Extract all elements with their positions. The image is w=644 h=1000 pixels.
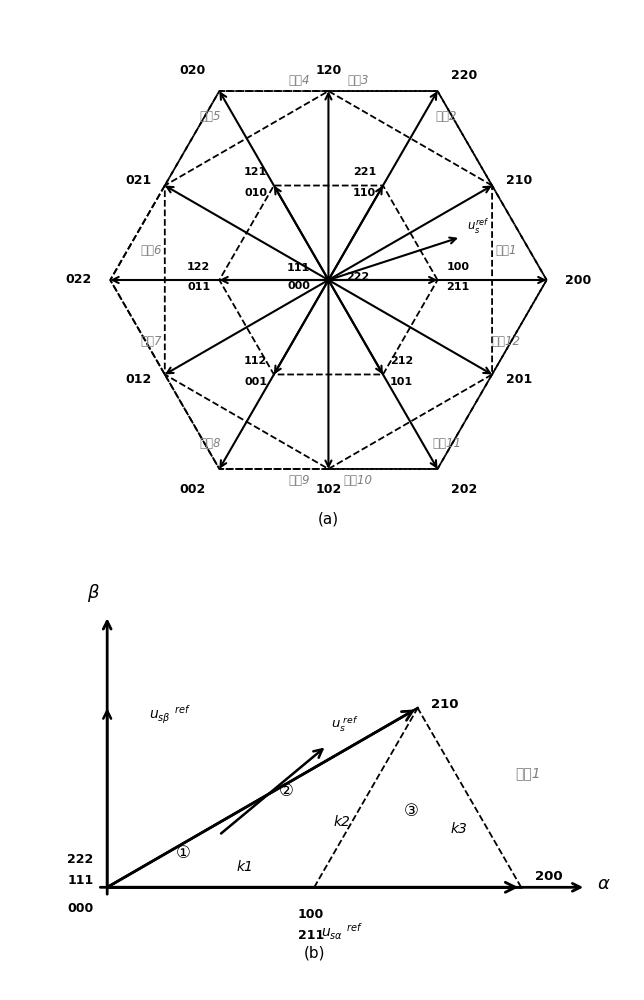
Text: $\alpha$: $\alpha$ xyxy=(597,875,611,893)
Text: k2: k2 xyxy=(334,815,350,829)
Text: 扇区6: 扇区6 xyxy=(140,244,162,257)
Text: 211: 211 xyxy=(447,282,470,292)
Text: ②: ② xyxy=(279,782,294,800)
Text: 扇区10: 扇区10 xyxy=(343,474,372,487)
Text: 扇区5: 扇区5 xyxy=(200,110,221,123)
Text: $u_s^{ref}$: $u_s^{ref}$ xyxy=(467,216,489,236)
Text: 扇区3: 扇区3 xyxy=(347,74,369,87)
Text: 222: 222 xyxy=(346,272,370,282)
Text: $u_{s\alpha}\ ^{ref}$: $u_{s\alpha}\ ^{ref}$ xyxy=(321,922,363,942)
Text: 扇区8: 扇区8 xyxy=(200,437,221,450)
Text: 扇区1: 扇区1 xyxy=(515,766,541,780)
Text: 222: 222 xyxy=(67,853,93,866)
Text: (a): (a) xyxy=(318,511,339,526)
Text: 扇区2: 扇区2 xyxy=(436,110,457,123)
Text: 022: 022 xyxy=(66,273,92,286)
Text: $u_{s\beta}\ ^{ref}$: $u_{s\beta}\ ^{ref}$ xyxy=(149,704,191,726)
Text: 210: 210 xyxy=(431,698,459,711)
Text: 200: 200 xyxy=(565,273,591,286)
Text: $\beta$: $\beta$ xyxy=(87,582,100,604)
Text: (b): (b) xyxy=(303,945,325,960)
Text: 002: 002 xyxy=(180,483,205,496)
Text: 011: 011 xyxy=(187,282,210,292)
Text: 扇区12: 扇区12 xyxy=(491,335,520,348)
Text: 000: 000 xyxy=(67,902,93,914)
Text: 121: 121 xyxy=(244,167,267,177)
Text: 扇区9: 扇区9 xyxy=(288,474,310,487)
Text: 111: 111 xyxy=(67,874,93,887)
Text: 100: 100 xyxy=(298,908,324,921)
Text: 112: 112 xyxy=(244,356,267,366)
Text: ①: ① xyxy=(176,844,191,862)
Text: ③: ③ xyxy=(403,802,418,820)
Text: $u_s^{\ ref}$: $u_s^{\ ref}$ xyxy=(332,714,359,734)
Text: 110: 110 xyxy=(353,188,376,198)
Text: 020: 020 xyxy=(180,64,205,77)
Text: 扇区1: 扇区1 xyxy=(495,244,516,257)
Text: 212: 212 xyxy=(390,356,413,366)
Text: 210: 210 xyxy=(506,174,532,187)
Text: 101: 101 xyxy=(390,377,413,387)
Text: 122: 122 xyxy=(187,262,210,272)
Text: 扇区7: 扇区7 xyxy=(140,335,162,348)
Text: 102: 102 xyxy=(316,483,341,496)
Text: 100: 100 xyxy=(447,262,469,272)
Text: 012: 012 xyxy=(125,373,151,386)
Text: 扇区11: 扇区11 xyxy=(432,437,461,450)
Text: 220: 220 xyxy=(451,69,477,82)
Text: 211: 211 xyxy=(298,929,324,942)
Text: 202: 202 xyxy=(451,483,477,496)
Text: 扇区4: 扇区4 xyxy=(288,74,310,87)
Text: 111: 111 xyxy=(287,263,310,273)
Text: 120: 120 xyxy=(316,64,341,77)
Text: 021: 021 xyxy=(125,174,151,187)
Text: 000: 000 xyxy=(287,281,310,291)
Text: 201: 201 xyxy=(506,373,532,386)
Text: 001: 001 xyxy=(244,377,267,387)
Text: k1: k1 xyxy=(237,860,254,874)
Text: 200: 200 xyxy=(535,870,563,883)
Text: 010: 010 xyxy=(244,188,267,198)
Text: k3: k3 xyxy=(451,822,468,836)
Text: 221: 221 xyxy=(353,167,376,177)
